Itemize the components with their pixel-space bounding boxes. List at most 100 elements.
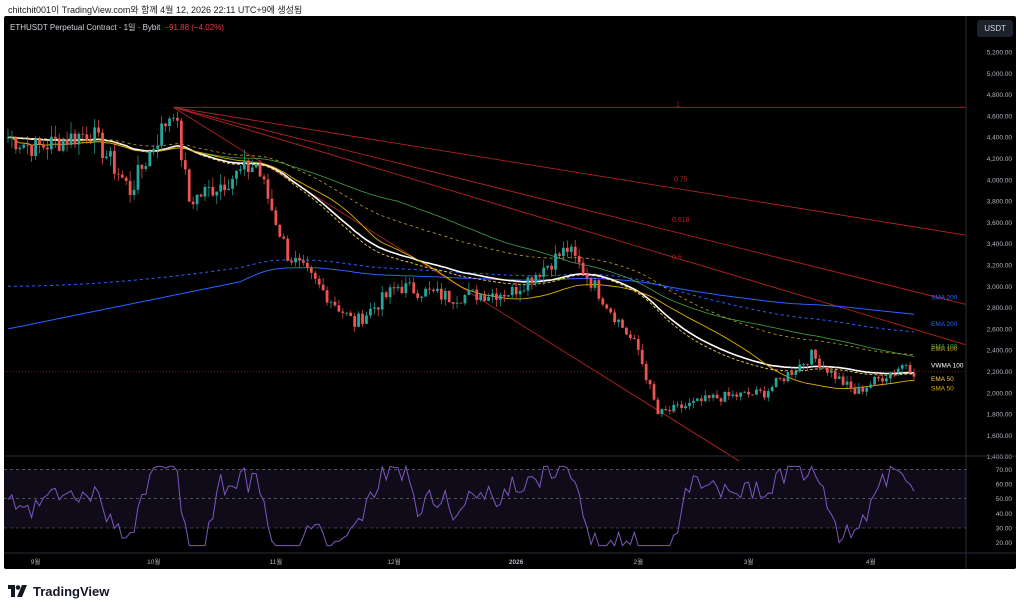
candle-body (439, 288, 443, 300)
candle-body (609, 308, 613, 313)
candle-body (337, 305, 341, 312)
candle-body (802, 363, 806, 365)
fan-line (173, 106, 967, 305)
candle-body (881, 378, 884, 382)
sma50-line (7, 136, 915, 390)
price-tick-label: 3,800.00 (987, 199, 1013, 206)
candle-body (502, 294, 506, 297)
candle-body (81, 133, 85, 135)
currency-button[interactable]: USDT (977, 20, 1013, 37)
candle-body (822, 366, 825, 368)
candle-body (774, 378, 778, 387)
candle-body (290, 260, 293, 263)
footer-logo[interactable]: TradingView (8, 583, 109, 599)
candle-body (136, 164, 140, 190)
price-tick-label: 4,400.00 (987, 135, 1013, 142)
time-tick-label: 9월 (31, 557, 41, 566)
candle-body (668, 410, 672, 412)
candle-body (168, 118, 171, 127)
candle-body (912, 372, 916, 377)
sma200-line (7, 267, 915, 330)
candle-body (294, 257, 297, 263)
candle-body (365, 315, 368, 324)
price-tick-label: 4,200.00 (987, 156, 1013, 163)
chart-caption: chitchit001이 TradingView.com와 함께 4월 12, … (8, 5, 303, 15)
candle-body (388, 287, 392, 298)
candle-body (187, 169, 191, 202)
price-tick-label: 1,800.00 (987, 412, 1013, 419)
candle-body (443, 290, 447, 300)
time-tick-label: 3월 (744, 557, 754, 566)
candle-body (506, 295, 510, 297)
candle-body (865, 387, 869, 392)
candle-body (739, 392, 743, 397)
candle-body (644, 363, 648, 381)
candle-body (550, 265, 553, 270)
candle-body (475, 289, 479, 301)
candle-body (538, 274, 542, 277)
legend-label: EMA 100 (931, 346, 958, 353)
candle-body (353, 316, 357, 327)
candle-body (207, 186, 211, 188)
candle-body (152, 149, 156, 152)
price-tick-label: 5,000.00 (987, 71, 1013, 78)
price-tick-label: 4,600.00 (987, 113, 1013, 120)
candle-body (97, 127, 100, 133)
candle-body (814, 349, 817, 359)
ema200-line (8, 259, 915, 333)
candle-body (258, 163, 262, 177)
candle-body (794, 371, 798, 375)
candle-body (735, 394, 739, 397)
candle-body (829, 370, 833, 373)
candle-body (766, 391, 770, 398)
legend-label: EMA 200 (931, 321, 958, 328)
candle-body (664, 409, 668, 411)
candle-body (565, 247, 569, 252)
candle-body (235, 170, 238, 179)
candle-body (57, 138, 61, 151)
price-tick-label: 4,800.00 (987, 92, 1013, 99)
candle-body (89, 140, 93, 143)
candle-body (396, 286, 400, 289)
candle-body (569, 246, 573, 252)
symbol-info: ETHUSDT Perpetual Contract · 1일 · Bybit −… (10, 22, 224, 33)
candle-body (640, 349, 644, 364)
candle-body (684, 406, 687, 409)
candle-body (711, 394, 715, 398)
candle-body (491, 293, 494, 298)
candle-body (325, 290, 329, 303)
time-tick-label: 4월 (866, 557, 876, 566)
candle-body (30, 144, 34, 156)
fan-level-label: 0.5 (672, 255, 682, 262)
candle-body (376, 307, 380, 310)
candle-body (250, 167, 254, 173)
time-tick-label: 11월 (269, 557, 282, 566)
candle-body (695, 398, 699, 401)
price-tick-label: 1,400.00 (987, 454, 1013, 461)
candle-body (459, 302, 463, 304)
tradingview-logo-icon (8, 585, 27, 597)
legend-label: SMA 100 (931, 343, 958, 350)
candle-body (266, 179, 270, 199)
candle-body (573, 246, 577, 256)
candle-body (199, 194, 203, 197)
candle-body (164, 123, 167, 127)
candle-body (648, 380, 652, 385)
candle-body (227, 188, 230, 191)
candle-body (636, 339, 640, 350)
candle-body (447, 290, 451, 303)
candle-body (160, 123, 164, 146)
candle-body (688, 402, 691, 407)
candle-body (26, 144, 30, 146)
fan-level-label: 1 (676, 101, 680, 108)
candle-body (845, 381, 849, 385)
rsi-tick-label: 70.00 (996, 467, 1013, 474)
candle-body (270, 198, 274, 211)
candle-body (747, 391, 750, 395)
candle-body (849, 381, 853, 389)
candle-body (309, 267, 313, 273)
candle-body (219, 184, 223, 192)
candle-body (85, 134, 89, 141)
